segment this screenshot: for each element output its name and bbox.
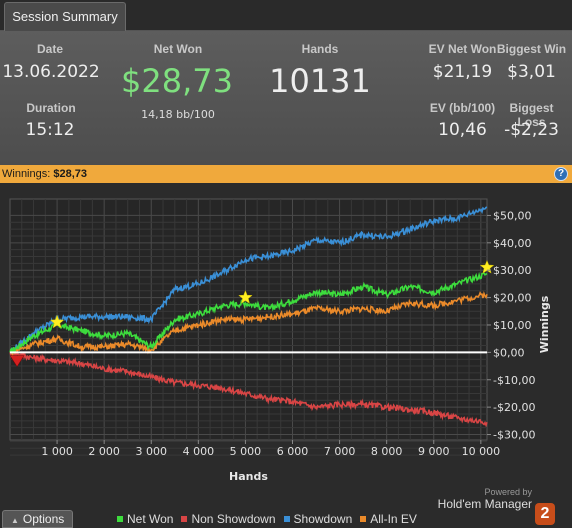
options-label: Options: [22, 512, 65, 526]
session-summary-panel: Date 13.06.2022 Duration 15:12 Net Won $…: [0, 31, 572, 165]
tab-session-summary[interactable]: Session Summary: [4, 2, 126, 32]
legend-item: Showdown: [283, 512, 353, 526]
x-axis-title: Hands: [229, 470, 268, 483]
caret-up-icon: ▲: [11, 516, 19, 525]
y-tick-label: $10,00: [493, 319, 532, 332]
powered-by-text: Powered by: [484, 487, 532, 497]
x-tick-label: 5 000: [230, 445, 262, 458]
legend-swatch: [181, 516, 188, 522]
holdem-manager-name: Hold'em Manager: [437, 497, 532, 511]
legend-swatch: [360, 516, 367, 522]
biggest-loss-label: Biggest Loss: [509, 101, 554, 129]
ev-bb100-label: EV (bb/100): [429, 101, 496, 115]
legend-label: Showdown: [293, 512, 353, 526]
winnings-graph-svg: 1 000 2 000 3 000 4 000 5 000 6 000 7 000 8 000…: [9, 198, 551, 483]
legend-swatch: [117, 516, 123, 522]
biggest-win-star-marker: [49, 314, 65, 329]
x-tick-label: 1 000: [41, 445, 73, 458]
biggest-loss-triangle-marker: [9, 355, 25, 368]
duration-value: 15:12: [25, 120, 75, 140]
ev-net-won-label: EV Net Won: [428, 42, 497, 56]
winnings-value: $28,73: [53, 168, 88, 180]
x-tick-label: 6 000: [277, 445, 309, 458]
biggest-loss-value: -$2,23: [504, 120, 559, 140]
holdem-manager-logo: 2: [535, 503, 555, 525]
ev-net-won-value: $21,19: [432, 62, 493, 82]
net-won-bb100: 14,18 bb/100: [141, 108, 215, 121]
hands-value: 10131: [269, 62, 371, 100]
tab-bar: Session Summary: [0, 0, 572, 32]
x-tick-label: 3 000: [135, 445, 167, 458]
y-tick-label: $30,00: [493, 264, 532, 277]
net-won-label: Net Won: [153, 42, 203, 56]
date-label: Date: [36, 42, 63, 56]
y-tick-label: $20,00: [493, 292, 532, 305]
chart-legend: Net Won Non Showdown Showdown All-In EV: [117, 512, 425, 526]
options-button[interactable]: ▲ Options: [2, 510, 74, 528]
legend-item: Net Won: [117, 512, 173, 526]
y-tick-label: $40,00: [493, 237, 532, 250]
legend-item: All-In EV: [360, 512, 417, 526]
biggest-win-star-marker: [238, 289, 253, 304]
y-tick-label: -$30,00: [493, 429, 535, 442]
series-line-non-showdown: [9, 349, 488, 428]
legend-item: Non Showdown: [181, 512, 276, 526]
series-line-net-won: [9, 271, 488, 355]
legend-label: Net Won: [127, 512, 174, 526]
branding: Powered by Hold'em Manager: [438, 487, 532, 511]
bottom-bar: ▲ Options Net Won Non Showdown Showdown All-…: [0, 508, 572, 528]
winnings-bar: Winnings: $28,73 ?: [0, 165, 572, 183]
series-line-showdown: [9, 206, 488, 354]
x-tick-label: 8 000: [371, 445, 403, 458]
x-tick-label: 10 000: [462, 445, 501, 458]
x-tick-label: 2 000: [88, 445, 120, 458]
series-line-all-in-ev: [9, 290, 488, 358]
duration-label: Duration: [26, 101, 76, 115]
x-tick-label: 7 000: [324, 445, 356, 458]
y-tick-label: $50,00: [493, 209, 532, 222]
date-value: 13.06.2022: [2, 62, 100, 82]
legend-label: Non Showdown: [191, 512, 276, 526]
winnings-label: Winnings:: [2, 168, 51, 180]
legend-swatch: [283, 516, 290, 522]
winnings-chart: 1 000 2 000 3 000 4 000 5 000 6 000 7 000 8 000…: [0, 183, 572, 508]
legend-label: All-In EV: [370, 512, 417, 526]
x-tick-label: 9 000: [418, 445, 450, 458]
ev-bb100-value: 10,46: [438, 120, 487, 140]
hands-label: Hands: [301, 42, 339, 56]
y-tick-label: $0,00: [493, 346, 525, 359]
net-won-value: $28,73: [121, 62, 233, 100]
y-tick-label: -$10,00: [493, 374, 535, 387]
help-icon[interactable]: ?: [554, 167, 568, 181]
y-tick-label: -$20,00: [493, 401, 535, 414]
biggest-win-label: Biggest Win: [496, 42, 567, 56]
biggest-win-value: $3,01: [507, 62, 556, 82]
x-tick-label: 4 000: [183, 445, 215, 458]
y-axis-title: Winnings: [538, 295, 551, 353]
